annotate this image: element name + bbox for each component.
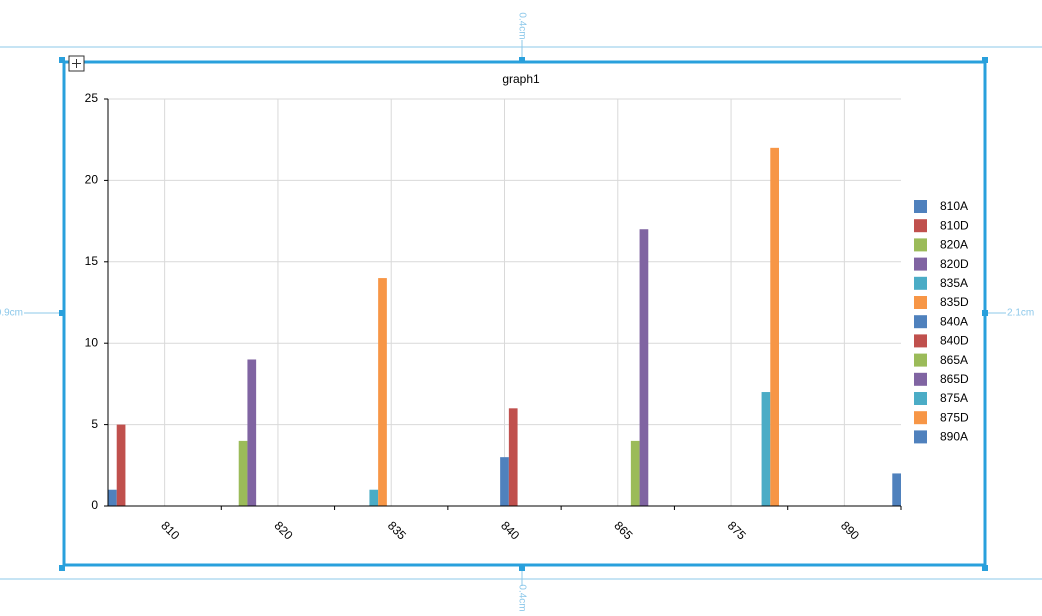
chart-frame[interactable]: [62, 60, 987, 567]
legend-label: 875D: [940, 410, 969, 424]
bar: [770, 147, 779, 506]
legend-swatch: [914, 315, 927, 329]
legend-swatch: [914, 238, 927, 252]
legend-label: 810D: [940, 218, 969, 232]
legend-label: 890A: [940, 430, 968, 444]
legend-label: 840D: [940, 334, 969, 348]
legend-swatch: [914, 353, 927, 367]
bar: [238, 440, 248, 506]
legend-swatch: [914, 200, 927, 213]
bar: [247, 359, 257, 506]
bar: [761, 392, 771, 506]
legend-label: 835A: [940, 276, 968, 290]
legend-label: 875A: [940, 391, 968, 405]
legend-swatch: [914, 334, 927, 348]
legend-swatch: [914, 430, 927, 444]
legend-swatch: [914, 372, 927, 386]
chart-title: graph1: [502, 72, 540, 86]
legend-swatch: [914, 257, 927, 271]
y-tick-label: 10: [85, 335, 99, 349]
legend-label: 820A: [940, 238, 968, 252]
bar: [508, 408, 518, 506]
legend-label: 865D: [940, 372, 969, 386]
margin-label: 2.1cm: [1007, 308, 1034, 319]
bar: [108, 489, 117, 506]
bar: [369, 489, 379, 506]
move-handle[interactable]: [68, 55, 85, 72]
y-tick-label: 25: [85, 91, 99, 105]
bar: [378, 278, 387, 506]
legend-label: 840A: [940, 314, 968, 328]
legend-swatch: [914, 392, 927, 405]
resize-handles[interactable]: [59, 57, 988, 571]
margin-label: 0.4cm: [516, 584, 527, 611]
bar: [500, 457, 509, 506]
legend-swatch: [914, 276, 927, 290]
legend-swatch: [914, 219, 927, 233]
legend-swatch: [914, 296, 927, 309]
bar: [892, 473, 901, 506]
y-tick-label: 15: [85, 254, 99, 268]
bar: [639, 229, 649, 507]
bar: [630, 440, 640, 506]
legend-label: 835D: [940, 295, 969, 309]
legend-label: 820D: [940, 257, 969, 271]
margin-label: 0.9cm: [0, 308, 23, 319]
margin-label: 0.4cm: [516, 12, 527, 39]
legend-label: 810A: [940, 199, 968, 213]
legend-label: 865A: [940, 353, 968, 367]
y-tick-label: 5: [91, 417, 98, 431]
bar: [116, 424, 126, 506]
legend-swatch: [914, 411, 927, 425]
y-tick-label: 0: [91, 498, 98, 512]
y-tick-label: 20: [85, 173, 99, 187]
